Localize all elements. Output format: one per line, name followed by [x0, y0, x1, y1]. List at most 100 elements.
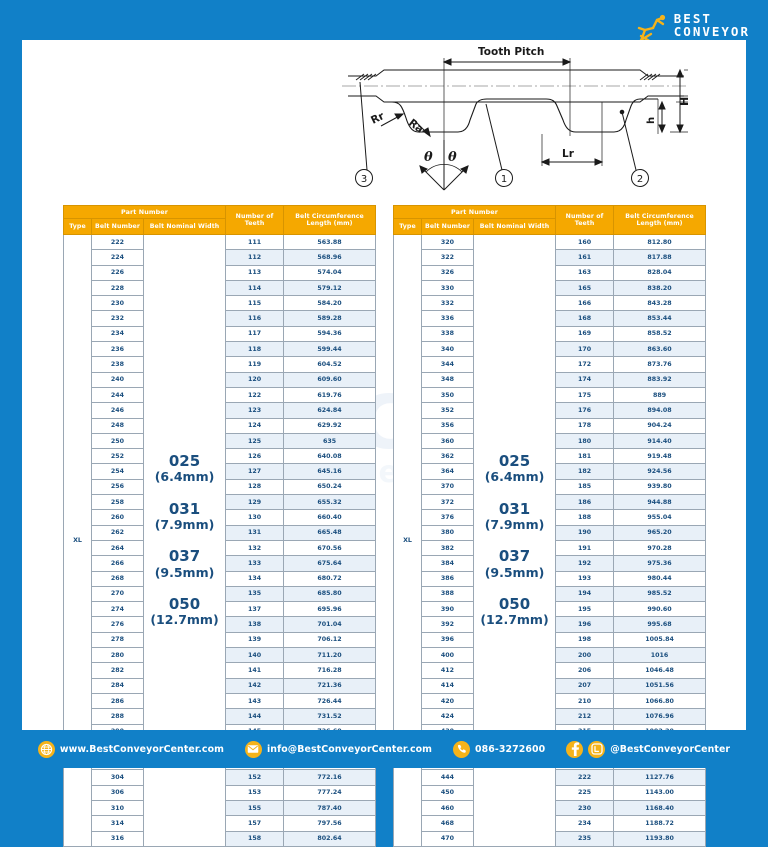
cell-circumference-length: 711.20: [283, 647, 377, 664]
cell-belt-number: 382: [421, 539, 474, 557]
cell-belt-number: 330: [421, 279, 474, 297]
cell-circumference-length: 665.48: [283, 524, 377, 541]
cell-number-of-teeth: 139: [225, 631, 285, 649]
cell-number-of-teeth: 129: [225, 494, 285, 511]
cell-circumference-length: 1188.72: [613, 815, 707, 832]
label-lr: Lr: [562, 148, 575, 160]
table-row: XL 320 025 (6.4mm) 031 (7.9mm) 037 (9.5mm) 050 (1…: [393, 233, 707, 847]
cell-circumference-length: 919.48: [613, 448, 707, 465]
cell-belt-number: 258: [91, 494, 144, 511]
cell-circumference-length: 670.56: [283, 539, 377, 557]
table-row: 270 135 685.80: [64, 585, 377, 603]
footer-social[interactable]: @BestConveyorCenter: [566, 740, 730, 758]
table-row: 350 175 889: [394, 386, 707, 404]
cell-belt-number: 352: [421, 402, 474, 419]
cell-number-of-teeth: 114: [225, 279, 285, 297]
cell-belt-number: 376: [421, 509, 474, 526]
footer-phone[interactable]: 086-3272600: [453, 740, 545, 758]
cell-belt-number: 238: [91, 356, 144, 373]
cell-belt-number: 460: [421, 799, 474, 817]
logo-line-2: CONVEYOR: [673, 23, 750, 39]
cell-circumference-length: 721.36: [283, 677, 377, 694]
table-row: 330 165 838.20: [394, 279, 707, 297]
cell-circumference-length: 955.04: [613, 509, 707, 526]
table-row: 384 192 975.36: [394, 555, 707, 572]
footer-email[interactable]: info@BestConveyorCenter.com: [244, 740, 433, 758]
header-part-number: Part Number: [392, 205, 557, 219]
cell-number-of-teeth: 206: [555, 662, 615, 679]
cell-circumference-length: 965.20: [613, 524, 707, 541]
width-mm: (6.4mm): [484, 469, 545, 485]
cell-belt-number: 392: [421, 616, 474, 633]
callout-1: 1: [501, 174, 507, 185]
cell-circumference-length: 1016: [613, 647, 707, 664]
cell-circumference-length: 904.24: [613, 417, 707, 434]
width-code: 050: [498, 595, 531, 614]
cell-circumference-length: 777.24: [283, 784, 377, 801]
cell-circumference-length: 655.32: [283, 494, 377, 511]
table-row: 370 185 939.80: [394, 478, 707, 496]
cell-circumference-length: 812.80: [613, 233, 707, 251]
cell-circumference-length: 817.88: [613, 249, 707, 266]
cell-belt-number: 372: [421, 494, 474, 511]
footer-website-text: www.BestConveyorCenter.com: [59, 743, 224, 755]
line-icon: [588, 740, 606, 758]
cell-belt-number: 256: [91, 478, 144, 496]
cell-belt-number: 310: [91, 799, 144, 817]
cell-number-of-teeth: 212: [555, 708, 615, 725]
cell-number-of-teeth: 128: [225, 478, 285, 496]
width-mm: (7.9mm): [154, 517, 215, 533]
cell-number-of-teeth: 185: [555, 478, 615, 496]
cell-number-of-teeth: 160: [555, 233, 615, 251]
cell-circumference-length: 939.80: [613, 478, 707, 496]
cell-circumference-length: 853.44: [613, 310, 707, 327]
cell-number-of-teeth: 175: [555, 386, 615, 404]
header-part-number: Part Number: [62, 205, 227, 219]
table-row: 336 168 853.44: [394, 310, 707, 327]
table-row: 248 124 629.92: [64, 417, 377, 434]
width-code: 025: [168, 452, 201, 471]
width-mm: (9.5mm): [154, 564, 215, 580]
footer-email-text: info@BestConveyorCenter.com: [266, 743, 433, 755]
cell-circumference-length: 1005.84: [613, 631, 707, 649]
cell-belt-number: 380: [421, 524, 474, 541]
footer-website[interactable]: www.BestConveyorCenter.com: [37, 740, 224, 758]
cell-belt-number: 320: [421, 233, 474, 251]
cell-number-of-teeth: 118: [225, 341, 285, 358]
cell-number-of-teeth: 113: [225, 264, 285, 281]
table-row: 412 206 1046.48: [394, 662, 707, 679]
cell-number-of-teeth: 132: [225, 539, 285, 557]
cell-number-of-teeth: 158: [225, 830, 285, 847]
cell-number-of-teeth: 163: [555, 264, 615, 281]
cell-number-of-teeth: 135: [225, 585, 285, 603]
cell-circumference-length: 894.08: [613, 402, 707, 419]
cell-circumference-length: 619.76: [283, 386, 377, 404]
table-row: 256 128 650.24: [64, 478, 377, 496]
cell-circumference-length: 772.16: [283, 769, 377, 786]
logo-line-1: BEST: [673, 11, 712, 26]
cell-number-of-teeth: 169: [555, 325, 615, 343]
table-row: 360 180 914.40: [394, 432, 707, 450]
cell-belt-number: 350: [421, 386, 474, 404]
table-row: 344 172 873.76: [394, 356, 707, 373]
cell-number-of-teeth: 230: [555, 799, 615, 817]
cell-circumference-length: 604.52: [283, 356, 377, 373]
cell-belt-number: 224: [91, 249, 144, 266]
table-row: 266 133 675.64: [64, 555, 377, 572]
cell-belt-number: 400: [421, 647, 474, 664]
width-mm: (7.9mm): [484, 517, 545, 533]
cell-circumference-length: 1127.76: [613, 769, 707, 786]
table-row: 268 134 680.72: [64, 570, 377, 587]
cell-number-of-teeth: 152: [225, 769, 285, 786]
cell-belt-number: 270: [91, 585, 144, 603]
cell-circumference-length: 609.60: [283, 371, 377, 388]
cell-circumference-length: 645.16: [283, 463, 377, 480]
cell-number-of-teeth: 157: [225, 815, 285, 832]
cell-circumference-length: 640.08: [283, 448, 377, 465]
cell-circumference-length: 680.72: [283, 570, 377, 587]
table-row: 254 127 645.16: [64, 463, 377, 480]
width-code: 031: [168, 499, 201, 518]
cell-circumference-length: 1051.56: [613, 677, 707, 694]
header-type: Type: [63, 218, 92, 235]
cell-circumference-length: 675.64: [283, 555, 377, 572]
